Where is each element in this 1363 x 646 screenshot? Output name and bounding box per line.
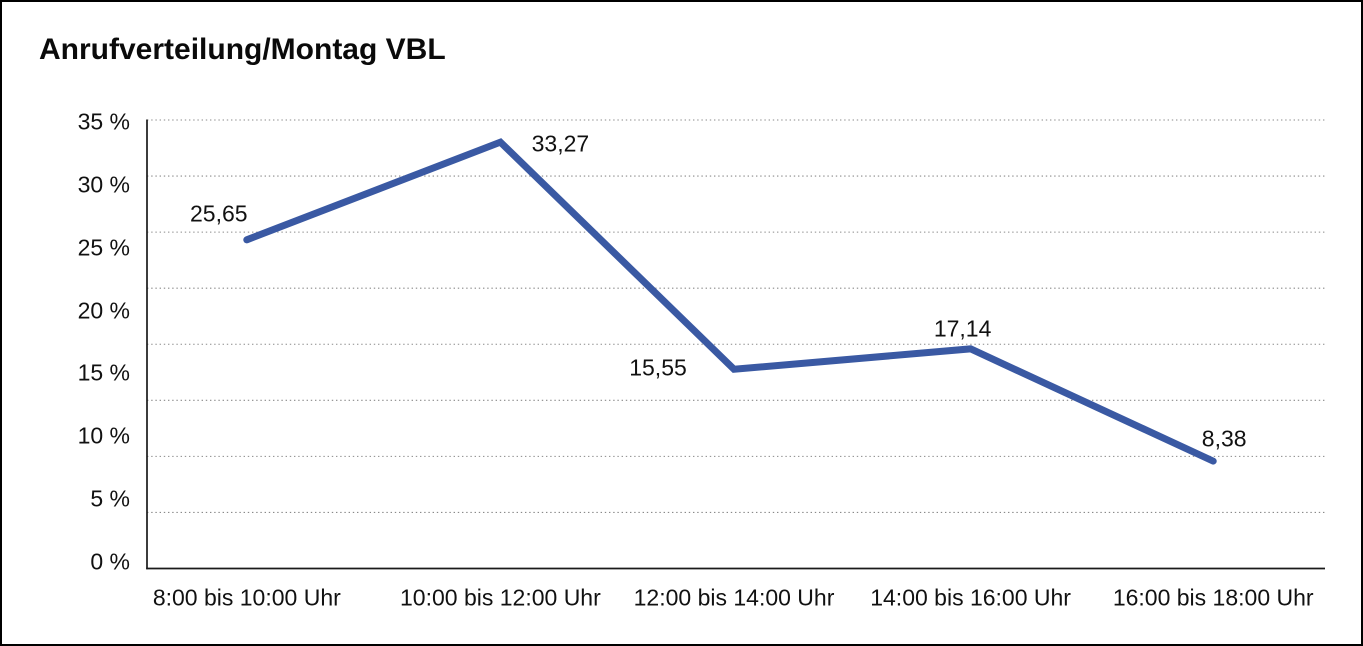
y-axis-label: 0 % [90, 548, 130, 575]
x-axis-label: 16:00 bis 18:00 Uhr [1112, 584, 1314, 611]
data-point-label: 15,55 [629, 354, 687, 381]
data-point-label: 33,27 [531, 130, 590, 157]
y-axis-label: 20 % [77, 297, 130, 324]
x-axis-label: 12:00 bis 14:00 Uhr [633, 584, 835, 611]
y-axis-label: 30 % [77, 171, 130, 198]
y-axis-label: 5 % [90, 485, 130, 512]
y-axis-label: 15 % [77, 359, 130, 386]
chart-title: Anrufverteilung/Montag VBL [39, 33, 446, 66]
data-line [243, 138, 1217, 465]
data-point-label: 17,14 [933, 315, 992, 342]
data-point-label: 25,65 [190, 200, 248, 227]
x-axis-label: 8:00 bis 10:00 Uhr [152, 584, 341, 611]
x-axis-label: 14:00 bis 16:00 Uhr [870, 584, 1071, 611]
x-axis-label: 10:00 bis 12:00 Uhr [400, 584, 601, 611]
y-axis-label: 25 % [77, 234, 130, 261]
y-axis-label: 35 % [77, 108, 130, 135]
y-axis-label: 10 % [77, 422, 130, 449]
data-point-label: 8,38 [1201, 425, 1247, 452]
